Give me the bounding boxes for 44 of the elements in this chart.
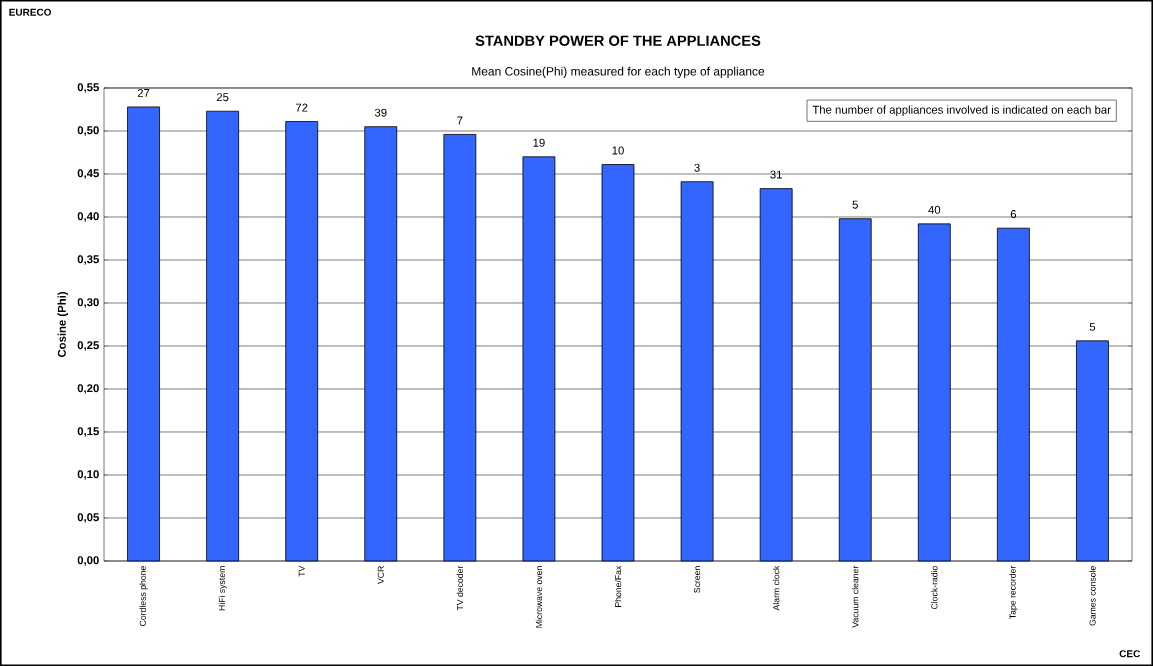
- x-tick-label: Tape recorder: [1009, 565, 1018, 619]
- annotation: 5: [852, 200, 858, 209]
- annotation: 40: [928, 205, 941, 214]
- annotation: 6: [1010, 210, 1017, 219]
- y-tick-label: 0,55: [77, 83, 99, 93]
- y-tick-label: 0,45: [77, 169, 99, 179]
- annotation: 3: [694, 163, 700, 172]
- chart-title: STANDBY POWER OF THE APPLIANCES: [475, 35, 761, 46]
- y-tick-label: 0,35: [77, 255, 99, 265]
- y-tick-label: 0,00: [77, 556, 99, 566]
- x-tick-label: Alarm clock: [772, 565, 780, 611]
- text: CEC: [1119, 650, 1141, 658]
- annotation: 27: [137, 88, 150, 97]
- annotation: 7: [457, 116, 463, 125]
- x-tick-label: Cordless phone: [139, 566, 148, 626]
- x-tick-label: Screen: [694, 566, 701, 593]
- annotation: 25: [216, 93, 229, 102]
- x-tick-label: TV: [298, 565, 305, 577]
- y-tick-label: 0,30: [77, 298, 99, 308]
- x-tick-label: TV decoder: [456, 565, 464, 611]
- x-tick-label: HiFi system: [218, 566, 227, 611]
- y-tick-label: 0,40: [77, 212, 99, 222]
- annotation: 39: [374, 108, 387, 117]
- chart-subtitle: Mean Cosine(Phi) measured for each type of appliance: [472, 66, 765, 78]
- annotation: 19: [533, 138, 545, 147]
- y-tick-label: 0,10: [77, 470, 99, 480]
- annotation: 72: [295, 103, 308, 112]
- annotation: The number of appliances involved is indicated on each bar: [812, 105, 1111, 116]
- x-tick-label: Clock-radio: [931, 566, 938, 610]
- x-tick-label: VCR: [377, 566, 384, 584]
- x-tick-label: Microwave oven: [535, 566, 543, 628]
- x-tick-label: Games console: [1089, 566, 1096, 626]
- x-tick-label: Vacuum cleaner: [852, 565, 859, 628]
- y-tick-label: 0,20: [77, 384, 99, 394]
- y-tick-label: 0,05: [77, 513, 99, 523]
- x-tick-label: Phone/Fax: [614, 565, 622, 607]
- y-tick-label: 0,50: [77, 126, 99, 136]
- y-tick-label: 0,15: [77, 427, 99, 437]
- y-axis-title: Cosine (Phi): [57, 292, 69, 358]
- annotation: 31: [770, 170, 782, 179]
- annotation: 10: [612, 146, 624, 155]
- text: EURECO: [9, 8, 52, 16]
- y-tick-label: 0,25: [77, 341, 99, 351]
- annotation: 5: [1089, 322, 1096, 331]
